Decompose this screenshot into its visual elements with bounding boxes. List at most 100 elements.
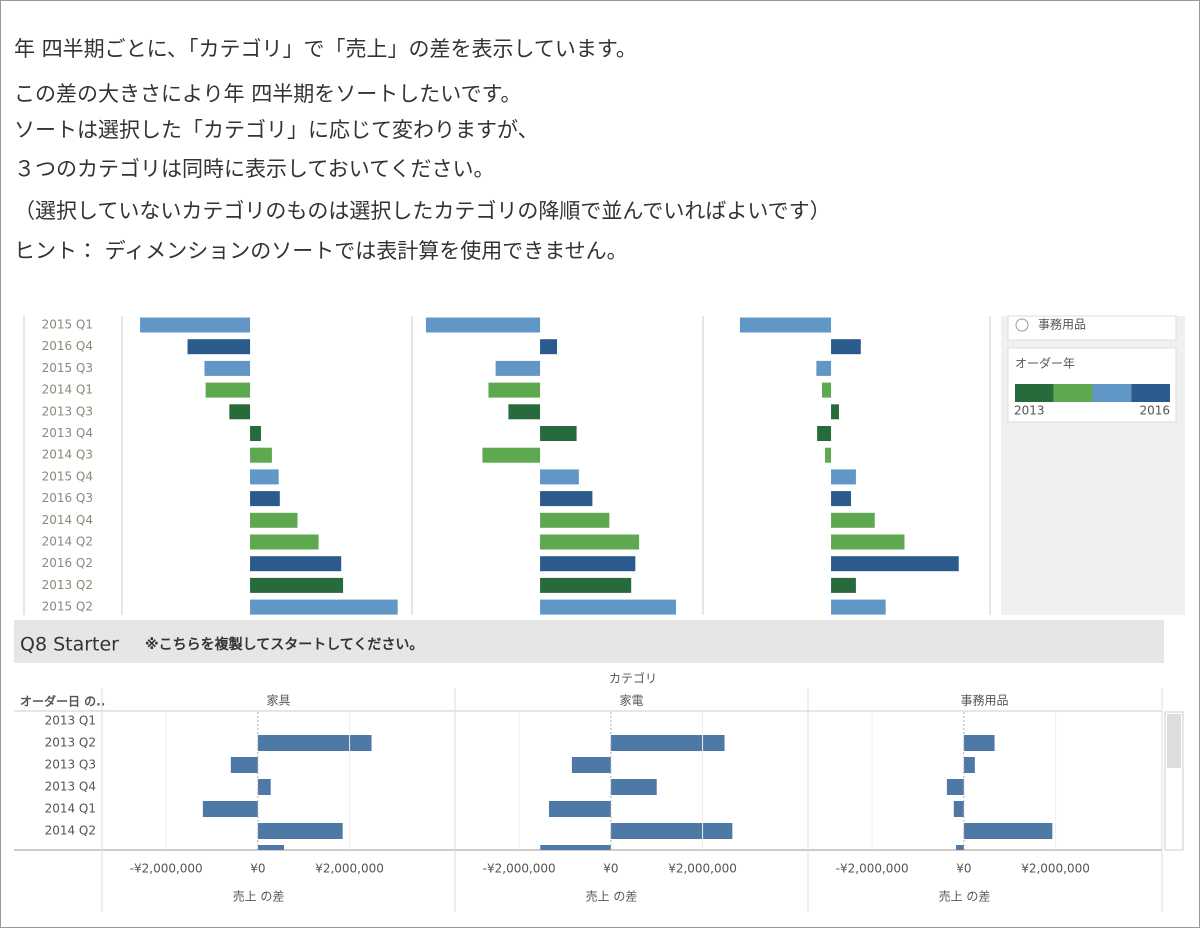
bar — [540, 469, 579, 485]
bar — [956, 845, 964, 850]
bar — [250, 556, 342, 572]
bar — [540, 599, 677, 615]
filter-box — [1007, 315, 1177, 341]
bar — [250, 426, 261, 441]
bar — [540, 426, 577, 441]
bar — [204, 360, 251, 376]
row-label: 2013 Q1 — [45, 714, 96, 728]
bar — [816, 360, 832, 376]
row-label: 2014 Q1 — [42, 383, 93, 397]
bar — [540, 556, 636, 572]
bar — [953, 801, 964, 817]
bar — [488, 382, 541, 398]
bar — [817, 426, 832, 441]
bar — [257, 823, 343, 839]
bar — [495, 360, 541, 376]
bar — [831, 469, 856, 485]
bar — [482, 447, 541, 463]
x-tick-label: -¥2,000,000 — [130, 862, 203, 876]
x-tick-label: -¥2,000,000 — [836, 862, 909, 876]
sheet-header — [14, 620, 1164, 663]
bar — [187, 339, 251, 355]
instruction-line: ３つのカテゴリは同時に表示しておいてください。 — [14, 157, 494, 181]
bar — [831, 556, 959, 572]
x-tick-label: ¥2,000,000 — [668, 862, 737, 876]
column-label: 事務用品 — [960, 694, 1008, 708]
bar — [205, 382, 251, 398]
bar — [610, 735, 725, 751]
bar — [250, 534, 319, 550]
x-axis-label: 売上 の差 — [233, 889, 285, 904]
x-tick-label: ¥2,000,000 — [1021, 862, 1090, 876]
bar — [963, 823, 1053, 839]
row-label: 2013 Q3 — [45, 758, 96, 772]
legend-swatch — [1131, 384, 1170, 402]
bar — [946, 779, 964, 795]
bar — [540, 577, 632, 593]
sheet-note: ※こちらを複製してスタートしてください。 — [145, 636, 423, 653]
row-label: 2014 Q2 — [42, 535, 93, 549]
row-label: 2015 Q4 — [42, 469, 93, 483]
row-label: 2013 Q2 — [45, 736, 96, 750]
bar — [540, 339, 557, 355]
bar — [250, 577, 344, 593]
x-axis-label: 売上 の差 — [939, 889, 991, 904]
legend-swatch — [1092, 384, 1132, 402]
bar — [831, 534, 905, 550]
x-tick-label: ¥2,000,000 — [315, 862, 384, 876]
bar — [571, 757, 611, 773]
bar — [825, 447, 832, 463]
bar — [831, 404, 839, 420]
bar — [963, 735, 995, 751]
row-label: 2016 Q2 — [42, 556, 93, 570]
row-label: 2013 Q4 — [42, 426, 93, 440]
sheet-title: Q8 Starter — [20, 634, 119, 656]
legend-swatch — [1015, 384, 1054, 402]
instruction-line: 年 四半期ごとに、「カテゴリ」で「売上」の差を表示しています。 — [14, 37, 637, 61]
bar — [822, 382, 832, 398]
scroll-thumb[interactable] — [1167, 714, 1181, 768]
bar — [831, 599, 886, 615]
x-tick-label: ¥0 — [250, 862, 265, 876]
bar — [140, 317, 251, 333]
bar — [963, 757, 975, 773]
bar — [250, 599, 398, 615]
legend-swatch — [1053, 384, 1093, 402]
bar — [250, 447, 272, 463]
bar — [540, 534, 640, 550]
instruction-line: ソートは選択した「カテゴリ」に応じて変わりますが、 — [14, 118, 539, 142]
row-label: 2015 Q2 — [42, 600, 93, 614]
bar — [250, 512, 298, 528]
row-label: 2014 Q4 — [42, 513, 93, 527]
bar — [257, 735, 372, 751]
row-label: 2014 Q1 — [45, 802, 96, 816]
radio[interactable] — [1015, 318, 1029, 332]
legend-ramp — [1015, 384, 1170, 402]
bar — [257, 779, 271, 795]
legend-start: 2013 — [1014, 404, 1045, 418]
bar — [508, 404, 541, 420]
row-label: 2016 Q4 — [42, 339, 93, 353]
top-chart: 2015 Q1 2016 Q4 2015 Q3 2014 Q1 2013 Q3 2013 … — [42, 317, 959, 615]
row-label: 2016 Q3 — [42, 491, 93, 505]
legend-title: オーダー年 — [1015, 356, 1075, 371]
column-label: 家電 — [619, 694, 643, 708]
x-tick-label: ¥0 — [956, 862, 971, 876]
bar — [831, 577, 856, 593]
column-header: カテゴリ — [609, 671, 657, 686]
row-label: 2015 Q1 — [42, 318, 93, 332]
legend-end: 2016 — [1139, 404, 1170, 418]
row-label: 2013 Q2 — [42, 578, 93, 592]
bar — [610, 779, 657, 795]
x-tick-label: ¥0 — [603, 862, 618, 876]
radio-label[interactable]: 事務用品 — [1038, 318, 1086, 332]
instruction-line: （選択していないカテゴリのものは選択したカテゴリの降順で並んでいればよいです） — [14, 199, 831, 223]
row-label: 2015 Q3 — [42, 361, 93, 375]
bar — [610, 823, 733, 839]
bar — [739, 317, 832, 333]
row-label: 2013 Q4 — [45, 780, 96, 794]
bar — [250, 469, 279, 485]
bar — [540, 845, 611, 850]
bar — [425, 317, 541, 333]
